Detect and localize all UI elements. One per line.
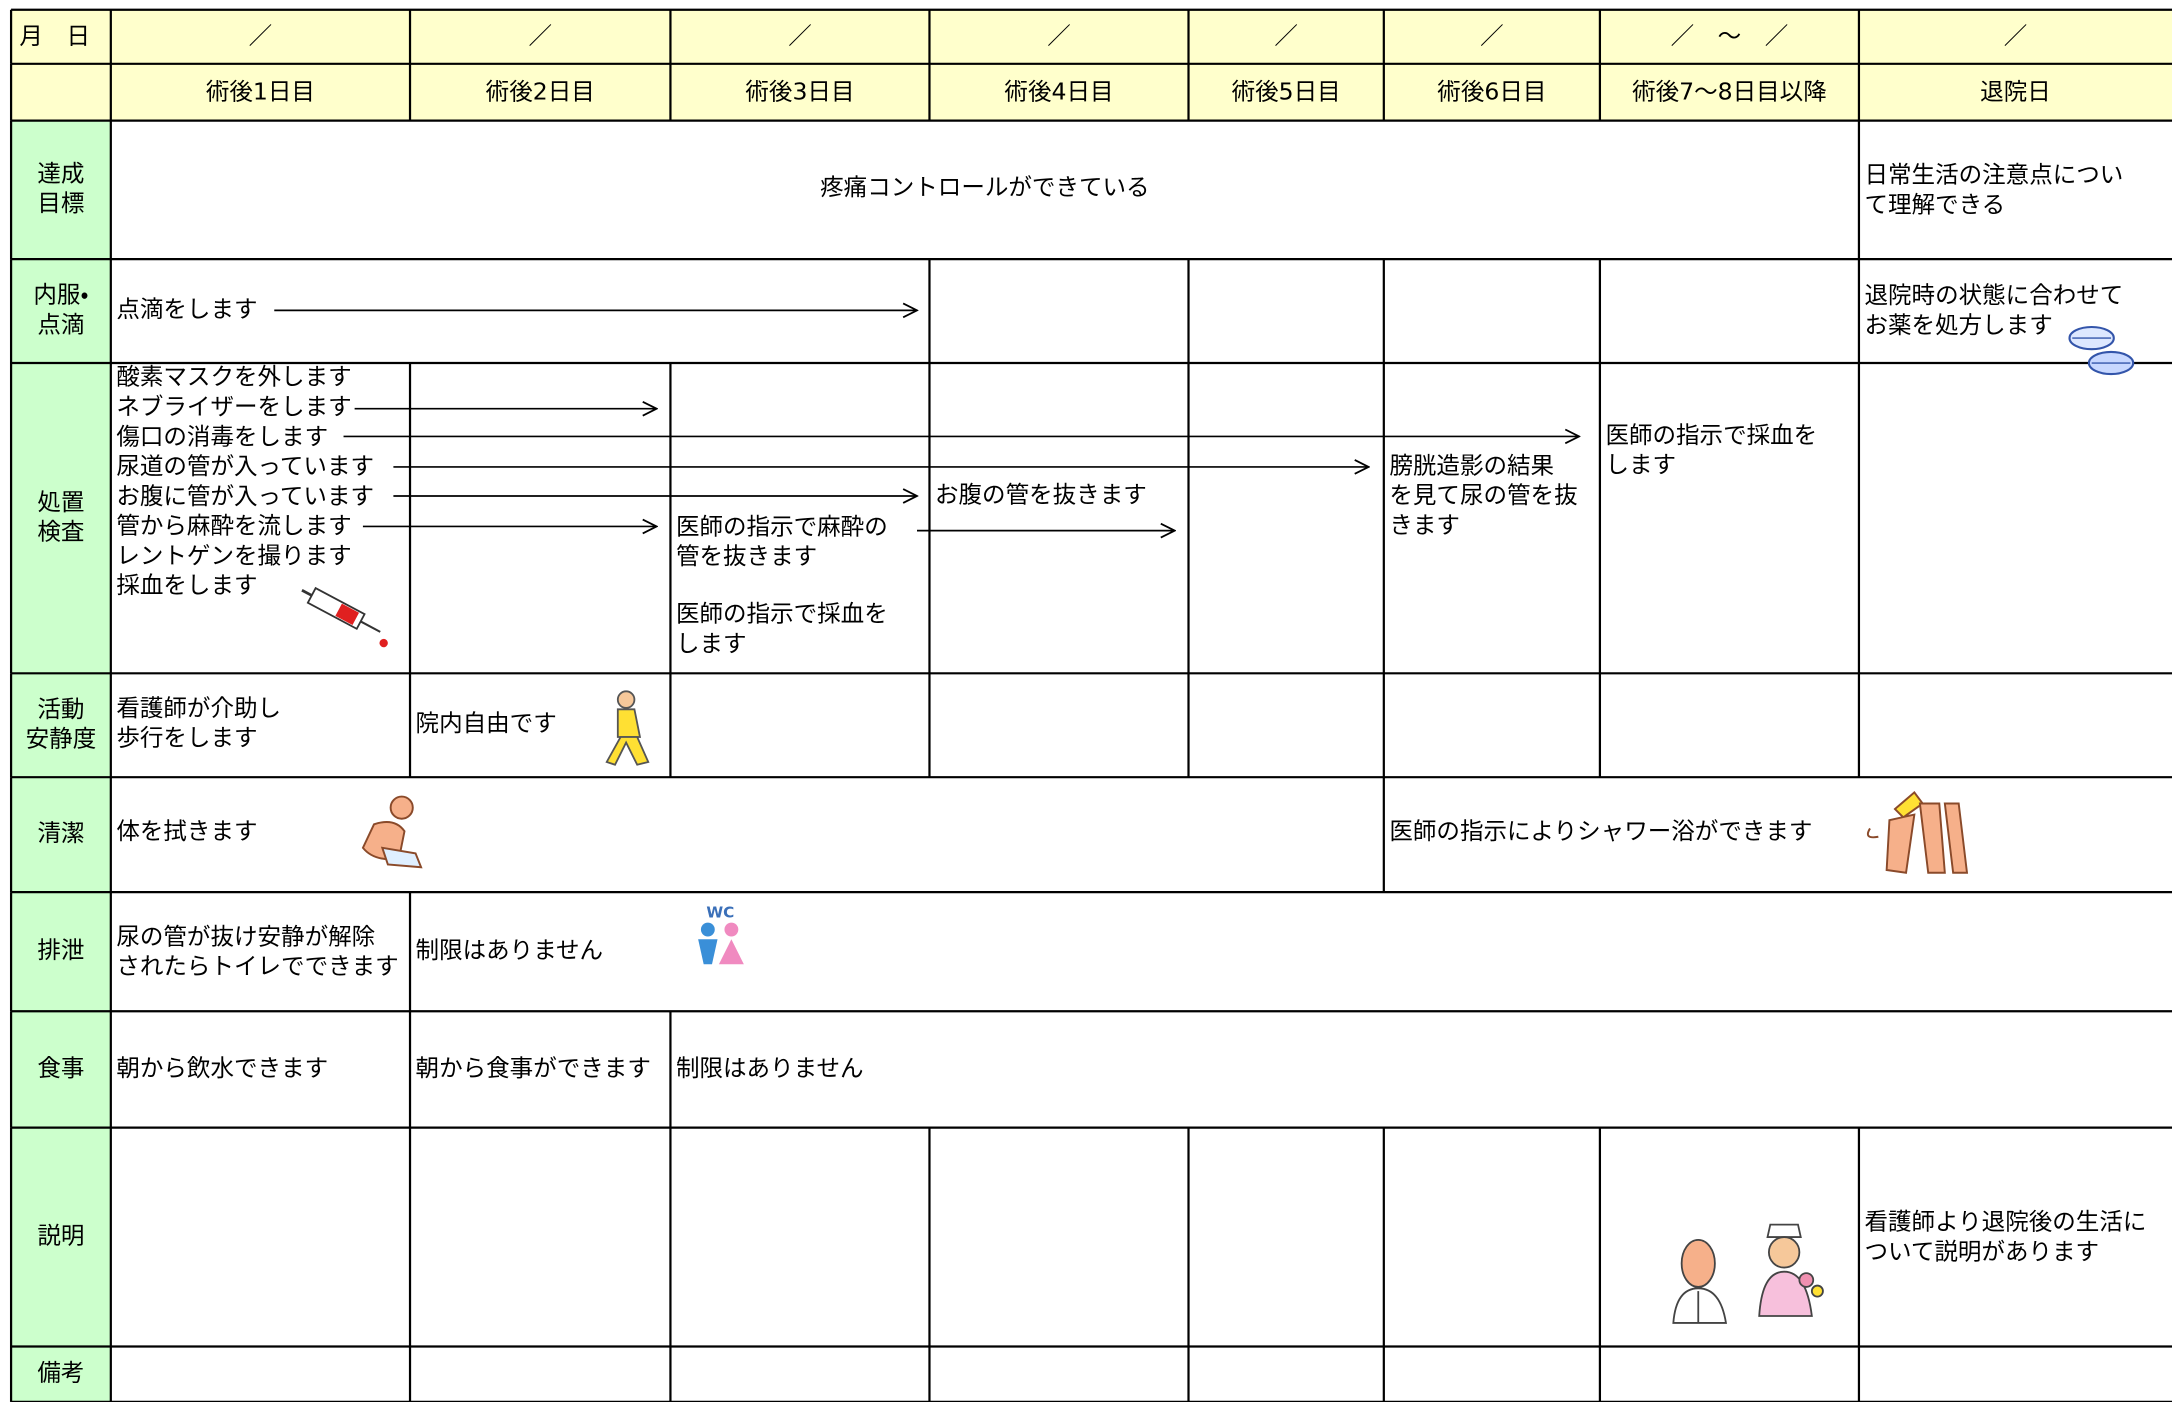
cell-text: お腹に管が入っています: [116, 482, 374, 510]
cell-text: 体を拭きます: [116, 817, 257, 845]
cell-text: レントゲンを撮ります: [116, 541, 351, 569]
date-label: 月 日: [19, 22, 90, 50]
wc-icon: [698, 922, 744, 965]
cell-text: て理解できる: [1864, 190, 2005, 218]
label-column-bg: [11, 120, 111, 1402]
date-slot: ／ ～ ／: [1671, 22, 1789, 50]
cell-text: 朝から食事ができます: [416, 1054, 651, 1082]
wiping-icon: [361, 795, 423, 869]
cell-text: 医師の指示で採血を: [676, 600, 888, 628]
cell-text: 歩行をします: [116, 724, 257, 752]
cell-text: 朝から飲水できます: [116, 1054, 328, 1082]
pill-icon: [2068, 325, 2135, 376]
icons: [301, 325, 2135, 1324]
date-slot: ／: [2004, 22, 2028, 50]
shower-icon: [1866, 791, 1969, 874]
day-header: 術後7～8日目以降: [1632, 77, 1827, 105]
row-label: 食事: [37, 1054, 84, 1082]
row-label: 検査: [37, 518, 84, 546]
row-label: 排泄: [37, 936, 84, 964]
cell-text: します: [1605, 451, 1676, 479]
row-label: 達成: [37, 159, 84, 187]
date-label-bg: [11, 9, 111, 66]
row-label: 処置: [37, 488, 84, 516]
row-label: 備考: [37, 1359, 84, 1387]
day-header: 術後6日目: [1437, 77, 1546, 105]
backgrounds: [11, 9, 2172, 1402]
row-label: 点滴: [37, 310, 84, 338]
texts: 月 日 ／ ／ ／ ／ ／ ／ ／ ～ ／ ／ 術後1日目 術後2日目 術後3日目 術後4日目 術後5日目…: [19, 22, 2146, 1387]
day-header: 術後1日目: [206, 77, 315, 105]
cell-text: 採血をします: [116, 571, 257, 599]
cell-text: 管を抜きます: [676, 542, 817, 570]
date-slot: ／: [1047, 22, 1071, 50]
cell-text: 膀胱造影の結果: [1389, 451, 1554, 479]
day-header: 術後4日目: [1004, 77, 1113, 105]
cell-text: 点滴をします: [116, 295, 257, 323]
cell-text: ネブライザーをします: [116, 393, 351, 421]
cell-text: お腹の管を抜きます: [935, 480, 1147, 508]
wc-label: WC: [706, 903, 734, 921]
nurse-icon: [1758, 1223, 1824, 1317]
cell-text: きます: [1389, 511, 1460, 539]
cell-text: 医師の指示によりシャワー浴ができます: [1389, 817, 1812, 845]
cell-text: 制限はありません: [416, 936, 604, 964]
cell-text: されたらトイレでできます: [116, 952, 398, 980]
cell-text: します: [676, 629, 747, 657]
row-label: 活動: [37, 695, 84, 723]
day-header: 退院日: [1980, 77, 2051, 105]
grid: [9, 8, 2172, 1402]
doctor-icon: [1672, 1238, 1728, 1324]
cell-text: 看護師が介助し: [116, 694, 281, 722]
row-label: 清潔: [37, 819, 84, 847]
date-slot: ／: [249, 22, 273, 50]
cell-text: 医師の指示で麻酔の: [676, 512, 888, 540]
day-header: 術後5日目: [1232, 77, 1341, 105]
row-label: 目標: [37, 189, 84, 217]
row-label: 安静度: [26, 725, 97, 753]
walking-icon: [605, 690, 650, 766]
cell-text: 傷口の消毒をします: [116, 422, 328, 450]
cell-text: 尿道の管が入っています: [116, 452, 374, 480]
cell-text: ついて説明があります: [1864, 1238, 2099, 1266]
cell-text: お薬を処方します: [1864, 311, 2052, 339]
date-slot: ／: [528, 22, 552, 50]
cell-text: 院内自由です: [416, 709, 557, 737]
day-header: 術後2日目: [486, 77, 595, 105]
cell-text: 管から麻酔を流します: [116, 512, 351, 540]
cell-text: を見て尿の管を抜: [1389, 481, 1577, 509]
cell-text: 退院時の状態に合わせて: [1864, 281, 2123, 309]
header-bg: [11, 9, 2172, 121]
row-label: 内服・: [33, 281, 88, 309]
row-label: 説明: [37, 1222, 84, 1250]
date-slot: ／: [1274, 22, 1298, 50]
date-slot: ／: [1480, 22, 1504, 50]
syringe-icon: [301, 586, 388, 648]
cell-text: 日常生活の注意点につい: [1864, 161, 2123, 189]
arrows: [274, 310, 1579, 530]
cell-text: 酸素マスクを外します: [116, 363, 351, 391]
cell-text: 看護師より退院後の生活に: [1864, 1208, 2146, 1236]
date-slot: ／: [788, 22, 812, 50]
cell-text: 制限はありません: [676, 1054, 864, 1082]
day-header: 術後3日目: [745, 77, 854, 105]
cell-text: 医師の指示で採血を: [1605, 421, 1817, 449]
cell-text: 尿の管が抜け安静が解除: [116, 922, 375, 950]
cell-text: 疼痛コントロールができている: [820, 173, 1149, 201]
